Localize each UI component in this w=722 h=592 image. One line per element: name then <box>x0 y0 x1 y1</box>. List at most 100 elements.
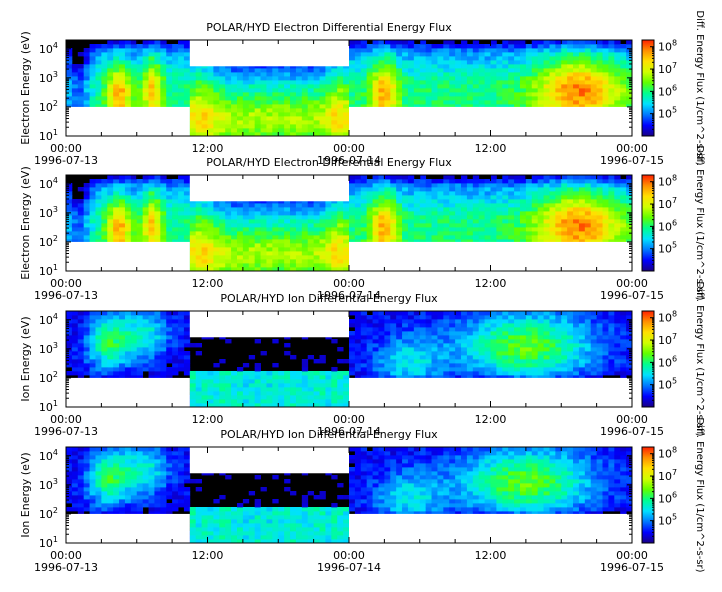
y-tick-label: 104 <box>39 41 58 56</box>
spectrogram-cell <box>472 84 480 89</box>
spectrogram-cell <box>77 96 85 101</box>
spectrogram-cell <box>77 355 85 360</box>
colorbar-tick-label-exp: 6 <box>672 83 677 92</box>
spectrogram-cell <box>219 96 226 101</box>
spectrogram-cell <box>124 96 132 101</box>
spectrogram-cell <box>543 88 550 93</box>
spectrogram-cell <box>573 179 580 184</box>
spectrogram-cell <box>83 88 90 93</box>
spectrogram-cell <box>437 179 444 184</box>
spectrogram-cell <box>172 199 179 204</box>
spectrogram-cell <box>596 223 603 228</box>
spectrogram-cell <box>626 44 633 49</box>
spectrogram-cell <box>107 72 114 77</box>
spectrogram-cell <box>584 183 592 188</box>
spectrogram-cell <box>396 215 403 220</box>
spectrogram-cell <box>172 227 179 232</box>
spectrogram-cell <box>113 44 120 49</box>
spectrogram-cell <box>71 331 79 336</box>
spectrogram-cell <box>119 96 126 101</box>
spectrogram-cell <box>284 124 291 129</box>
spectrogram-cell <box>525 207 533 212</box>
spectrogram-cell <box>349 219 356 224</box>
spectrogram-cell <box>366 191 373 196</box>
spectrogram-cell <box>555 235 562 240</box>
spectrogram-cell <box>130 96 138 101</box>
spectrogram-cell <box>343 92 350 97</box>
spectrogram-cell <box>360 72 368 77</box>
spectrogram-cell <box>360 175 368 180</box>
spectrogram-cell <box>466 203 474 208</box>
spectrogram-cell <box>443 72 450 77</box>
spectrogram-cell <box>95 64 102 69</box>
spectrogram-cell <box>77 363 85 368</box>
spectrogram-cell <box>325 132 332 137</box>
spectrogram-cell <box>113 199 120 204</box>
spectrogram-cell <box>608 199 615 204</box>
spectrogram-cell <box>484 96 491 101</box>
data-gap <box>189 40 349 67</box>
spectrogram-cell <box>602 76 609 81</box>
spectrogram-cell <box>484 211 491 216</box>
spectrogram-cell <box>71 199 79 204</box>
spectrogram-cell <box>561 100 568 105</box>
spectrogram-cell <box>519 239 527 244</box>
spectrogram-cell <box>124 359 132 364</box>
spectrogram-cell <box>225 112 232 117</box>
spectrogram-cell <box>349 44 356 49</box>
spectrogram-cell <box>343 84 350 89</box>
spectrogram-cell <box>313 267 320 272</box>
spectrogram-cell <box>567 64 574 69</box>
spectrogram-cell <box>555 179 562 184</box>
spectrogram-cell <box>101 323 108 328</box>
spectrogram-cell <box>502 223 509 228</box>
spectrogram-cell <box>366 80 373 85</box>
spectrogram-cell <box>284 263 291 268</box>
colorbar-tick-label-exp: 5 <box>672 241 677 250</box>
spectrogram-cell <box>478 104 486 109</box>
spectrogram-cell <box>449 187 456 192</box>
spectrogram-cell <box>461 72 468 77</box>
spectrogram-cell <box>260 231 267 236</box>
spectrogram-cell <box>466 48 474 53</box>
spectrogram-cell <box>207 76 214 81</box>
spectrogram-cell <box>313 263 320 268</box>
spectrogram-cell <box>413 60 421 65</box>
spectrogram-cell <box>354 203 362 208</box>
spectrogram-cell <box>402 52 409 57</box>
spectrogram-cell <box>620 96 627 101</box>
spectrogram-cell <box>472 96 480 101</box>
spectrogram-cell <box>77 64 85 69</box>
spectrogram-cell <box>301 239 309 244</box>
spectrogram-cell <box>172 68 179 73</box>
spectrogram-cell <box>225 247 232 252</box>
spectrogram-cell <box>136 231 144 236</box>
spectrogram-cell <box>107 199 114 204</box>
spectrogram-cell <box>366 76 373 81</box>
spectrogram-cell <box>407 183 415 188</box>
spectrogram-cell <box>331 211 338 216</box>
spectrogram-cell <box>119 68 126 73</box>
spectrogram-cell <box>183 183 191 188</box>
spectrogram-cell <box>242 116 250 121</box>
spectrogram-cell <box>124 183 132 188</box>
spectrogram-cell <box>620 48 627 53</box>
spectrogram-cell <box>189 219 197 224</box>
spectrogram-cell <box>349 187 356 192</box>
spectrogram-cell <box>160 68 167 73</box>
spectrogram-cell <box>166 203 173 208</box>
spectrogram-cell <box>331 223 338 228</box>
spectrogram-cell <box>231 219 238 224</box>
spectrogram-cell <box>331 104 338 109</box>
spectrogram-cell <box>278 267 285 272</box>
spectrogram-cell <box>543 179 550 184</box>
spectrogram-cell <box>113 48 120 53</box>
spectrogram-cell <box>537 60 544 65</box>
spectrogram-cell <box>455 100 462 105</box>
spectrogram-cell <box>443 227 450 232</box>
spectrogram-cell <box>124 175 132 180</box>
spectrogram-cell <box>207 267 214 272</box>
spectrogram-cell <box>514 219 521 224</box>
spectrogram-cell <box>272 267 279 272</box>
spectrogram-cell <box>166 227 173 232</box>
